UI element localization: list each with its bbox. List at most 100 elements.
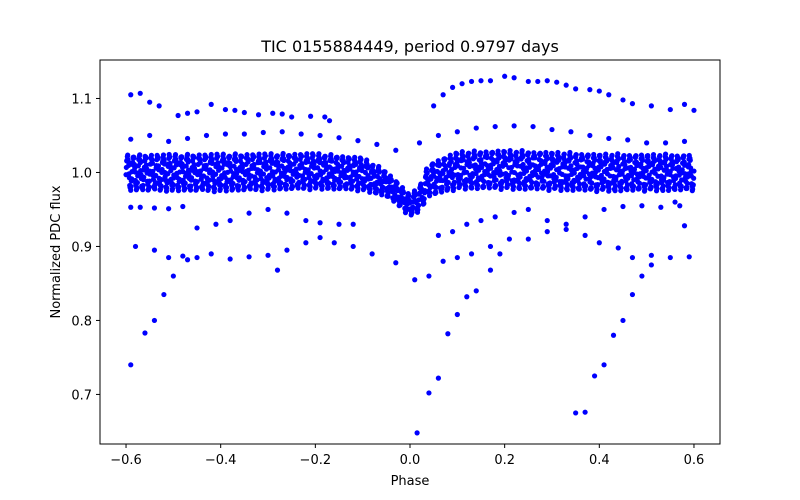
- data-point: [409, 209, 415, 215]
- data-point: [502, 73, 508, 79]
- data-point: [459, 149, 465, 155]
- data-point: [161, 291, 167, 298]
- data-point: [182, 186, 188, 192]
- data-point: [393, 147, 399, 153]
- data-point: [663, 156, 669, 162]
- data-point: [166, 254, 172, 261]
- data-point: [305, 167, 311, 173]
- data-point: [183, 163, 189, 169]
- data-point: [426, 390, 432, 396]
- data-point: [550, 163, 556, 169]
- data-point: [137, 204, 143, 210]
- data-point: [151, 205, 158, 211]
- data-point: [311, 161, 317, 167]
- data-point: [464, 221, 470, 227]
- data-point: [594, 187, 600, 193]
- data-point: [675, 164, 682, 170]
- data-point: [233, 158, 239, 164]
- data-point: [588, 185, 594, 191]
- data-point: [639, 273, 645, 279]
- data-point: [506, 236, 512, 242]
- data-point: [587, 87, 593, 93]
- data-point: [498, 184, 505, 190]
- data-point: [459, 81, 465, 87]
- data-point: [454, 151, 460, 157]
- data-point: [212, 178, 218, 185]
- data-point: [337, 184, 343, 190]
- data-point: [691, 168, 697, 174]
- x-tick-label: −0.4: [205, 453, 237, 468]
- data-point: [436, 163, 442, 169]
- data-point: [433, 184, 439, 191]
- data-point: [239, 161, 245, 167]
- data-point: [208, 251, 214, 257]
- data-point: [316, 151, 322, 157]
- data-point: [454, 159, 460, 165]
- data-point: [511, 123, 517, 129]
- data-point: [128, 187, 134, 193]
- data-point: [568, 163, 574, 169]
- data-point: [194, 225, 200, 231]
- data-point: [445, 185, 451, 191]
- data-point: [245, 159, 251, 165]
- data-point: [691, 107, 697, 113]
- data-point: [582, 214, 588, 220]
- data-point: [540, 184, 547, 190]
- data-point: [517, 180, 523, 187]
- data-point: [224, 177, 230, 183]
- data-point: [514, 159, 520, 165]
- data-point: [471, 148, 477, 154]
- data-point: [364, 157, 370, 163]
- data-point: [464, 294, 470, 300]
- data-point: [242, 184, 248, 191]
- data-point: [319, 183, 325, 189]
- data-point: [128, 136, 134, 142]
- data-point: [478, 150, 484, 156]
- data-point: [454, 254, 460, 261]
- data-point: [629, 254, 636, 261]
- data-point: [686, 254, 692, 260]
- data-point: [657, 153, 663, 159]
- data-point: [440, 92, 446, 98]
- data-point: [400, 190, 407, 196]
- y-axis: 0.7 0.8 0.9 1.0 1.1: [71, 92, 100, 403]
- data-point: [690, 182, 696, 188]
- data-point: [278, 180, 284, 186]
- data-point: [563, 82, 569, 88]
- data-point: [301, 182, 308, 188]
- data-point: [625, 137, 631, 143]
- data-point: [598, 164, 604, 170]
- data-point: [598, 160, 604, 166]
- data-point: [662, 140, 669, 146]
- data-point: [451, 185, 457, 191]
- data-point: [427, 189, 433, 196]
- data-point: [468, 251, 475, 257]
- data-point: [274, 267, 281, 273]
- data-point: [469, 180, 475, 186]
- data-point: [502, 157, 508, 164]
- data-point: [251, 161, 257, 168]
- data-point: [549, 151, 555, 157]
- x-tick-label: 0.4: [589, 453, 610, 468]
- data-point: [563, 226, 569, 233]
- data-point: [497, 251, 503, 257]
- data-point: [161, 161, 168, 167]
- data-point: [530, 123, 536, 130]
- data-point: [134, 179, 140, 186]
- data-point: [289, 114, 295, 120]
- data-point: [194, 254, 200, 261]
- data-point: [307, 184, 313, 190]
- data-point: [284, 247, 290, 253]
- data-point: [369, 251, 375, 257]
- data-point: [573, 152, 579, 158]
- data-point: [610, 161, 616, 167]
- data-point: [222, 106, 229, 113]
- data-point: [185, 159, 191, 165]
- data-point: [242, 179, 248, 185]
- x-axis: −0.6 −0.4 −0.2 0.0 0.2 0.4 0.6: [110, 444, 704, 468]
- data-point: [624, 187, 630, 193]
- data-point: [558, 185, 564, 191]
- data-point: [582, 409, 588, 415]
